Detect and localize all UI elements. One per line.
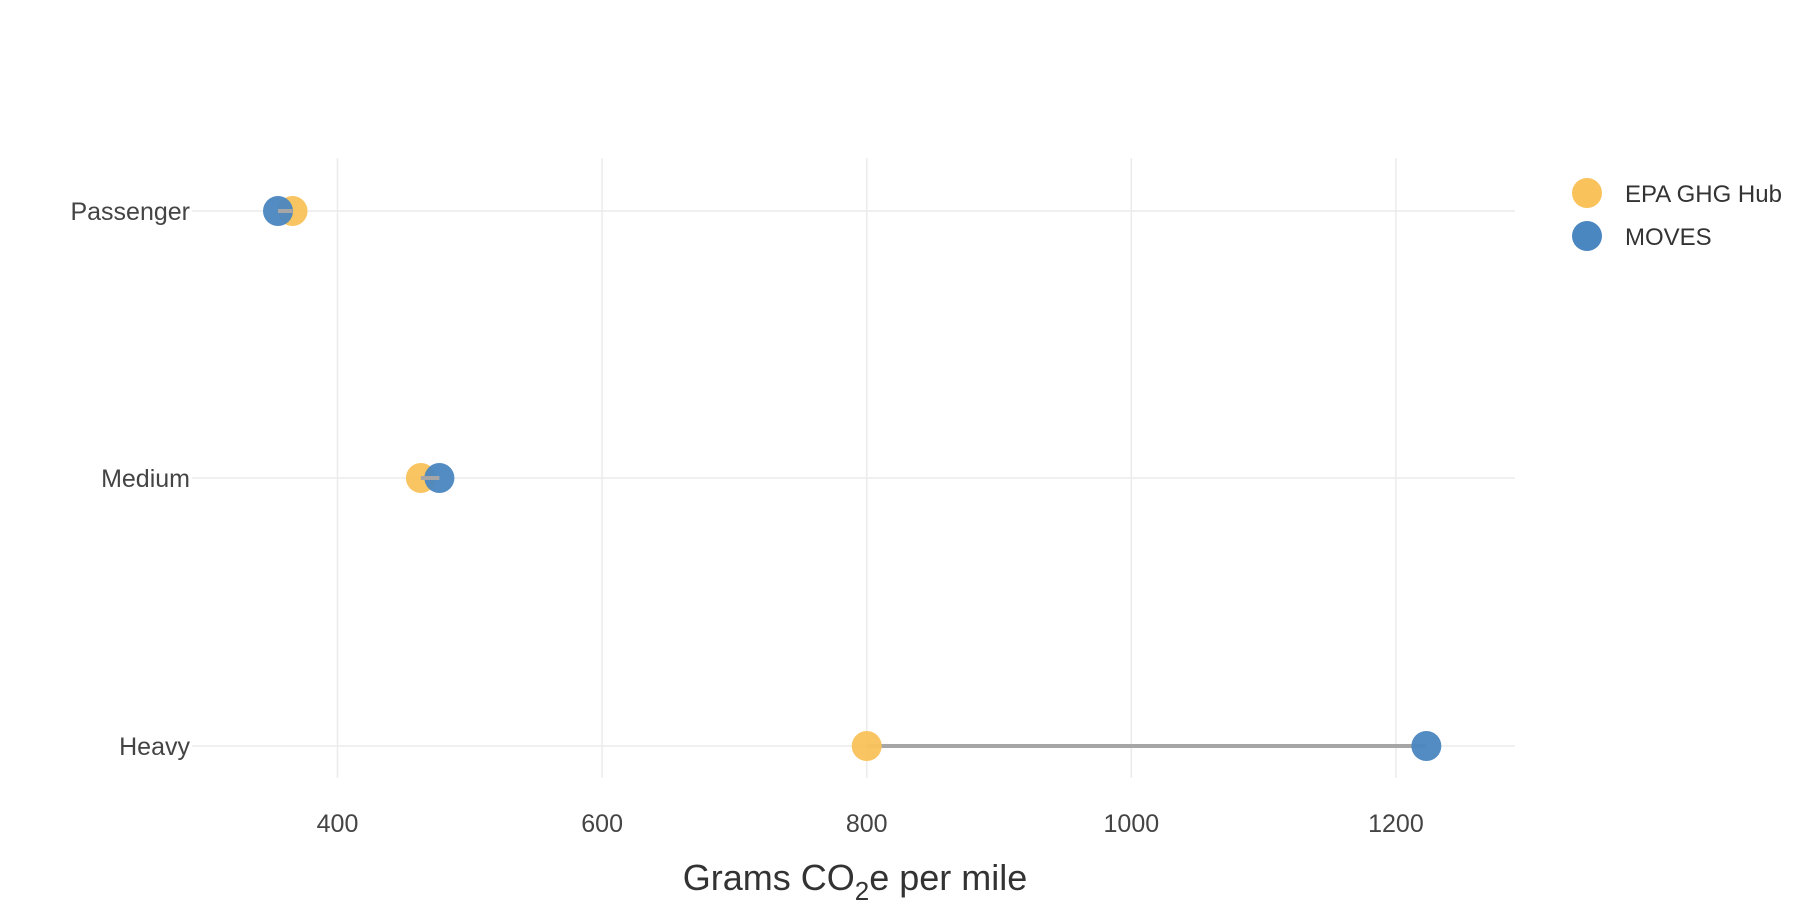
x-tick-label-1000: 1000 [1104, 810, 1160, 838]
x-tick-label-600: 600 [581, 810, 623, 838]
legend-swatch-epa-ghg-hub [1572, 178, 1602, 208]
x-axis-tick-labels: 400 600 800 1000 1200 [317, 810, 1424, 838]
x-tick-label-800: 800 [846, 810, 888, 838]
point-epa-ghg-hub-heavy [851, 731, 882, 761]
legend-label-moves: MOVES [1625, 224, 1712, 251]
legend: EPA GHG Hub MOVES [1572, 178, 1782, 251]
legend-swatch-moves [1572, 221, 1602, 251]
y-axis-labels: Passenger Medium Heavy [70, 198, 190, 761]
x-tick-label-1200: 1200 [1368, 810, 1424, 838]
point-moves-heavy [1411, 731, 1442, 761]
legend-label-epa-ghg-hub: EPA GHG Hub [1625, 181, 1782, 208]
y-tick-label-heavy: Heavy [119, 733, 190, 761]
data-points [262, 196, 1442, 761]
x-axis-title: Grams CO2e per mile [683, 857, 1028, 900]
y-tick-label-medium: Medium [101, 465, 190, 493]
x-tick-label-400: 400 [317, 810, 359, 838]
grid-lines [192, 158, 1515, 778]
y-tick-label-passenger: Passenger [70, 198, 190, 226]
